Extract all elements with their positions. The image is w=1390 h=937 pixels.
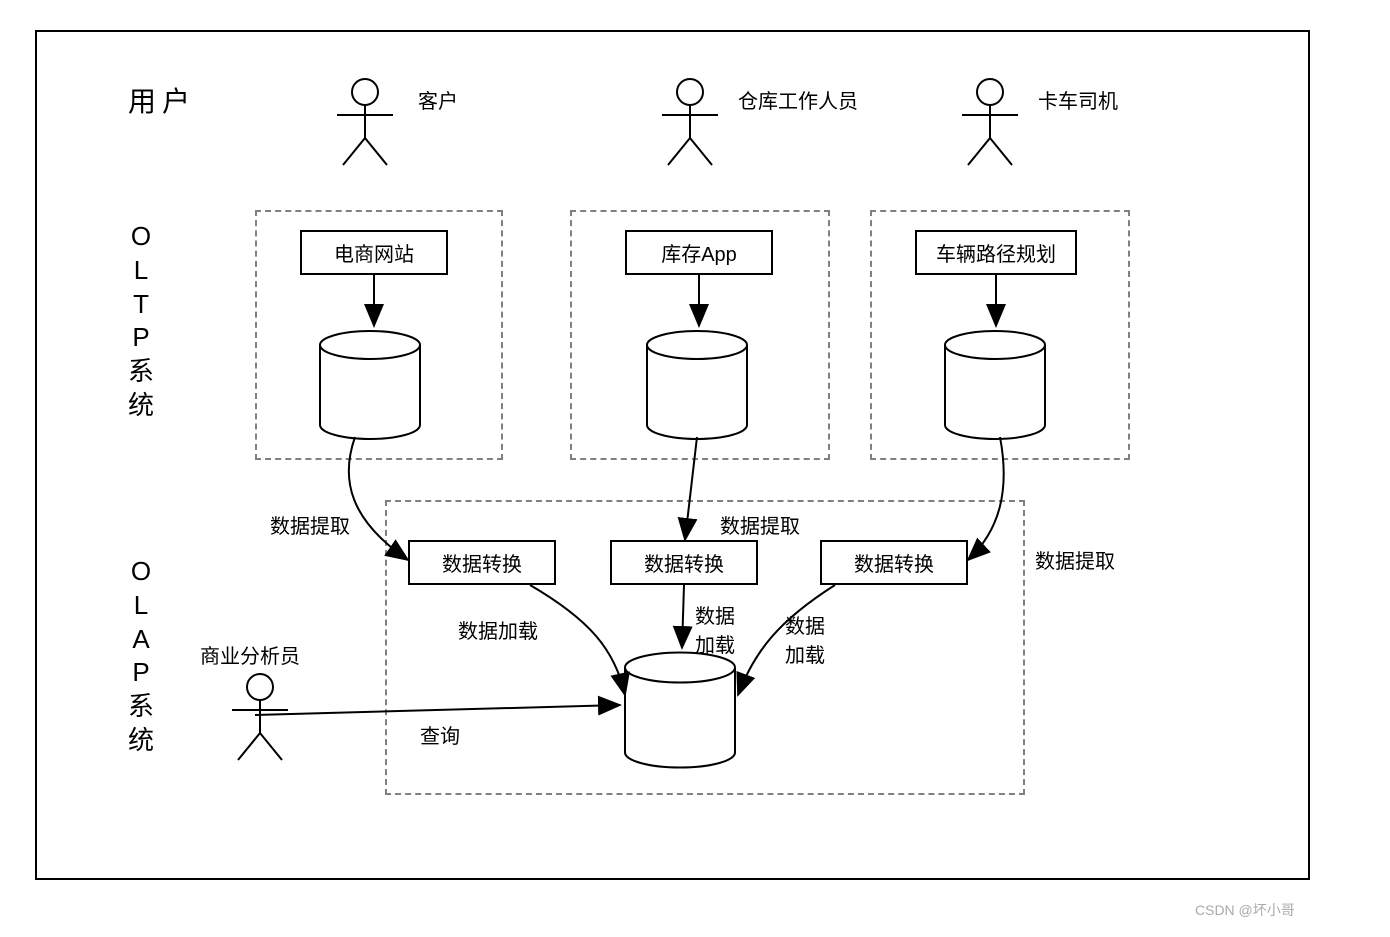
arrow-label-l1: 数据加载 xyxy=(458,615,538,644)
actor-label-customer: 客户 xyxy=(418,85,458,114)
cylinder-label-dw: 数据仓库 xyxy=(620,686,740,715)
box-ecom: 电商网站 xyxy=(300,230,448,275)
box-trans2: 数据转换 xyxy=(610,540,758,585)
box-route: 车辆路径规划 xyxy=(915,230,1077,275)
actor-label-warehouse: 仓库工作人员 xyxy=(738,85,858,114)
cylinder-label-salesdb: 销售数据库 xyxy=(310,363,430,392)
watermark: CSDN @坏小哥 xyxy=(1195,900,1295,920)
box-trans1: 数据转换 xyxy=(408,540,556,585)
section-olap-label: O L A P 系 统 xyxy=(128,555,154,758)
arrow-label-e1: 数据提取 xyxy=(270,510,350,539)
arrow-label-q: 查询 xyxy=(420,720,460,749)
actor-label-truck: 卡车司机 xyxy=(1038,85,1118,114)
arrow-label-e2: 数据提取 xyxy=(720,510,800,539)
actor-label-analyst: 商业分析员 xyxy=(200,640,300,669)
section-oltp-label: O L T P 系 统 xyxy=(128,220,154,423)
cylinder-label-geodb: 地理数据库 xyxy=(935,363,1055,392)
box-trans3: 数据转换 xyxy=(820,540,968,585)
arrow-label-e3: 数据提取 xyxy=(1035,545,1115,574)
arrow-label-l3: 数据 加载 xyxy=(785,610,825,668)
section-users-label: 用户 xyxy=(128,80,196,120)
arrow-label-l2: 数据 加载 xyxy=(695,600,735,658)
cylinder-label-whdb: 仓库数据库 xyxy=(637,363,757,392)
box-stock: 库存App xyxy=(625,230,773,275)
diagram-canvas: 用户 O L T P 系 统 O L A P 系 统 电商网站 库存App 车辆路径… xyxy=(0,0,1390,937)
